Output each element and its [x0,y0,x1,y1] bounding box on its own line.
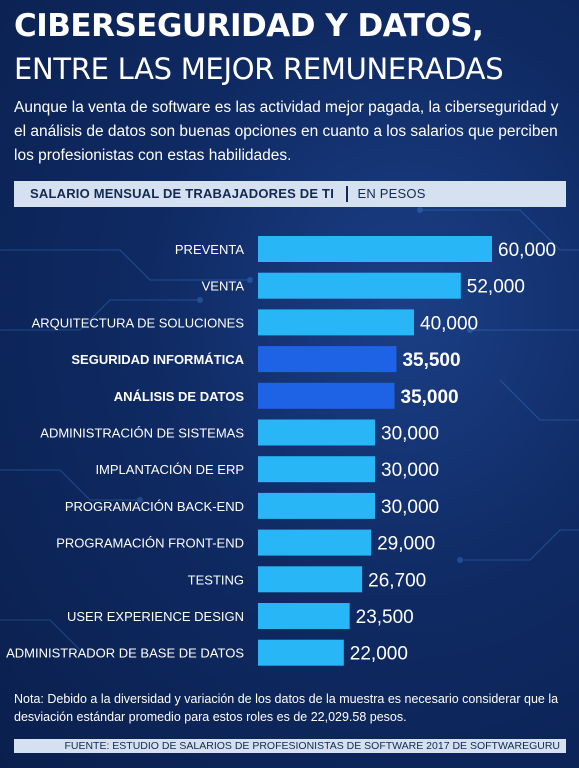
category-label: PROGRAMACIÓN BACK-END [65,499,244,514]
category-label: ARQUITECTURA DE SOLUCIONES [32,315,245,330]
bar [258,603,350,629]
category-label: TESTING [188,572,244,587]
bar [258,272,461,299]
footnote: Nota: Debido a la diversidad y variación… [14,692,559,724]
header-separator [346,186,348,202]
chart-title: SALARIO MENSUAL DE TRABAJADORES DE TI [30,186,335,201]
bar [258,639,344,666]
bar [258,529,372,556]
value-label: 60,000 [498,240,556,261]
bar [258,566,363,593]
category-label: IMPLANTACIÓN DE ERP [95,462,244,477]
value-label: 23,500 [356,607,414,628]
chart-header-bar: SALARIO MENSUAL DE TRABAJADORES DE TI EN… [14,181,566,207]
value-label: 26,700 [368,570,426,591]
value-label: 30,000 [381,424,439,445]
source-bar: FUENTE: ESTUDIO DE SALARIOS DE PROFESION… [14,739,566,753]
value-label: 40,000 [420,313,478,334]
value-label: 29,000 [377,534,435,555]
subtitle-text: Aunque la venta de software es las activ… [14,99,559,164]
value-label: 30,000 [381,497,439,518]
value-label: 22,000 [350,644,408,665]
category-label: USER EXPERIENCE DESIGN [67,609,244,624]
page-title-line2: ENTRE LAS MEJOR REMUNERADAS [14,52,504,86]
bar [258,236,492,262]
value-label: 30,000 [381,460,439,481]
category-label: SEGURIDAD INFORMÁTICA [71,352,244,367]
value-label: 35,000 [401,387,459,408]
bar [258,346,397,373]
salary-bar-chart: PREVENTA 60,000 VENTA 52,000 ARQUITECTURA DE… [6,236,556,666]
category-label: ANÁLISIS DE DATOS [114,389,245,404]
bar [258,419,375,446]
category-label: PREVENTA [175,242,244,257]
category-label: VENTA [202,279,245,294]
category-label: ADMINISTRACIÓN DE SISTEMAS [40,426,244,441]
value-label: 35,500 [402,350,460,371]
bar [258,456,375,483]
chart-unit-label: EN PESOS [357,186,426,201]
value-label: 52,000 [467,277,525,298]
bar [258,309,414,336]
bar [258,382,395,409]
page-title: CIBERSEGURIDAD Y DATOS, [14,8,484,44]
category-label: ADMINISTRADOR DE BASE DE DATOS [6,646,244,661]
category-label: PROGRAMACIÓN FRONT-END [56,536,244,551]
bar [258,492,375,519]
source-text: FUENTE: ESTUDIO DE SALARIOS DE PROFESION… [64,740,560,752]
